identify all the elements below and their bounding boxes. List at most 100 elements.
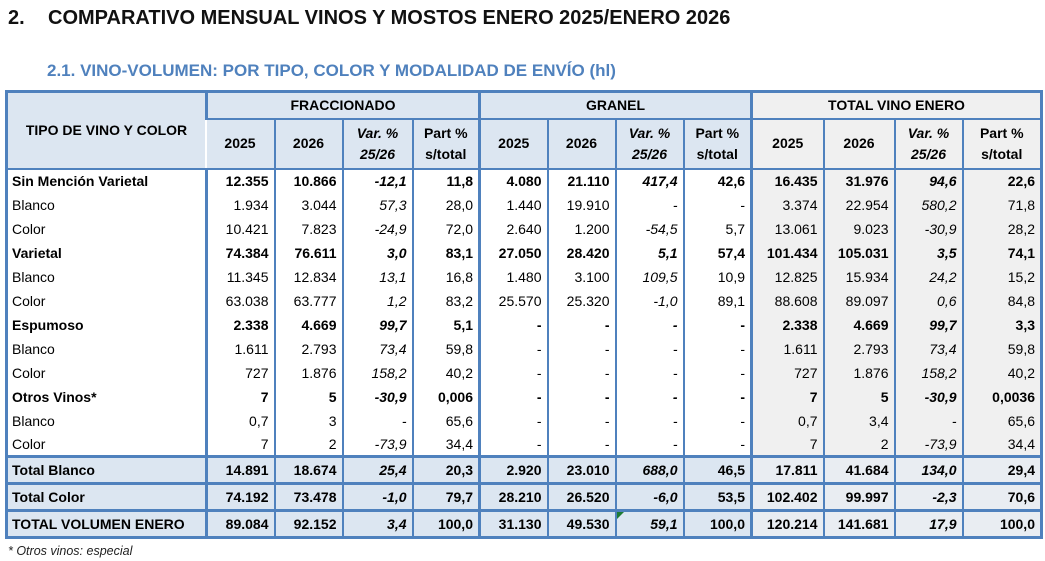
- cell-granel-col3: 42,6: [682, 168, 752, 193]
- cell-total-col2: -2,3: [893, 482, 963, 511]
- row-label: Blanco: [6, 264, 207, 289]
- cell-total-col2: -30,9: [893, 216, 963, 241]
- cell-total-col1: 41.684: [822, 455, 895, 484]
- subsection-title: 2.1. VINO-VOLUMEN: POR TIPO, COLOR Y MOD…: [47, 61, 616, 80]
- cell-fraccionado-col1: 3.044: [273, 192, 343, 217]
- cell-granel-col2: 5,1: [614, 240, 684, 265]
- cell-total-col1: 105.031: [822, 240, 895, 265]
- cell-fraccionado-col0: 1.611: [205, 336, 275, 361]
- cell-total-col3: 65,6: [961, 408, 1042, 433]
- cell-granel-col2: -6,0: [614, 482, 684, 511]
- table-row: Color 7 2 -73,9 34,4- - - -7 2 -73,9 34,4: [6, 432, 1042, 457]
- cell-fraccionado-col1: 7.823: [273, 216, 343, 241]
- cell-granel-col2: 688,0: [614, 455, 684, 484]
- row-label: Espumoso: [6, 312, 207, 337]
- cell-fraccionado-col0: 10.421: [205, 216, 275, 241]
- cell-total-col0: 727: [750, 360, 824, 385]
- cell-fraccionado-col2: 3,4: [341, 509, 413, 538]
- cell-total-col1: 4.669: [822, 312, 895, 337]
- wine-volume-table: TIPO DE VINO Y COLOR FRACCIONADO GRANEL TOT…: [5, 90, 1043, 539]
- cell-granel-col0: 31.130: [478, 509, 548, 538]
- col-header-granel-1: 2026: [546, 118, 616, 170]
- table-row: Total Blanco 14.891 18.674 25,4 20,3 2.920 23.…: [6, 455, 1042, 484]
- cell-granel-col2: -: [614, 408, 684, 433]
- cell-granel-col0: 1.440: [478, 192, 548, 217]
- cell-granel-col2: 109,5: [614, 264, 684, 289]
- table-body: Sin Mención Varietal 12.355 10.866 -12,1 11,…: [6, 168, 1042, 538]
- cell-total-col0: 102.402: [750, 482, 824, 511]
- cell-total-col0: 2.338: [750, 312, 824, 337]
- cell-granel-col1: -: [546, 312, 616, 337]
- cell-total-col3: 84,8: [961, 288, 1042, 313]
- cell-granel-col1: -: [546, 432, 616, 457]
- cell-total-col1: 5: [822, 384, 895, 409]
- cell-total-col0: 16.435: [750, 168, 824, 193]
- cell-total-col0: 120.214: [750, 509, 824, 538]
- cell-fraccionado-col1: 4.669: [273, 312, 343, 337]
- cell-granel-col2: -: [614, 312, 684, 337]
- cell-fraccionado-col3: 59,8: [411, 336, 480, 361]
- cell-granel-col0: 27.050: [478, 240, 548, 265]
- cell-fraccionado-col3: 16,8: [411, 264, 480, 289]
- cell-total-col0: 12.825: [750, 264, 824, 289]
- cell-granel-col2: -: [614, 384, 684, 409]
- cell-granel-col0: -: [478, 408, 548, 433]
- row-label: Color: [6, 288, 207, 313]
- cell-fraccionado-col3: 79,7: [411, 482, 480, 511]
- cell-fraccionado-col3: 5,1: [411, 312, 480, 337]
- cell-fraccionado-col2: -30,9: [341, 384, 413, 409]
- cell-total-col1: 3,4: [822, 408, 895, 433]
- cell-granel-col3: -: [682, 384, 752, 409]
- cell-total-col0: 101.434: [750, 240, 824, 265]
- table-row: Varietal 74.384 76.611 3,0 83,1 27.050 28.420 5…: [6, 240, 1042, 265]
- cell-fraccionado-col2: 99,7: [341, 312, 413, 337]
- cell-granel-col3: 46,5: [682, 455, 752, 484]
- row-label: Varietal: [6, 240, 207, 265]
- col-header-total-1: 2026: [822, 118, 895, 170]
- cell-granel-col1: 49.530: [546, 509, 616, 538]
- cell-fraccionado-col1: 92.152: [273, 509, 343, 538]
- cell-fraccionado-col1: 18.674: [273, 455, 343, 484]
- row-label: Color: [6, 216, 207, 241]
- cell-total-col1: 2: [822, 432, 895, 457]
- cell-granel-col3: -: [682, 360, 752, 385]
- cell-fraccionado-col3: 83,2: [411, 288, 480, 313]
- cell-fraccionado-col1: 10.866: [273, 168, 343, 193]
- row-label: Blanco: [6, 336, 207, 361]
- cell-granel-col1: 26.520: [546, 482, 616, 511]
- cell-total-col2: 73,4: [893, 336, 963, 361]
- cell-total-col3: 22,6: [961, 168, 1042, 193]
- table-header: TIPO DE VINO Y COLOR FRACCIONADO GRANEL TOT…: [6, 91, 1042, 170]
- cell-fraccionado-col3: 40,2: [411, 360, 480, 385]
- cell-granel-col1: 1.200: [546, 216, 616, 241]
- col-header-granel-2: Var. % 25/26: [614, 118, 684, 170]
- table-row: Total Color 74.192 73.478 -1,0 79,7 28.210 26.…: [6, 482, 1042, 511]
- cell-granel-col0: -: [478, 432, 548, 457]
- section-title: 2. COMPARATIVO MENSUAL VINOS Y MOSTOS ENE…: [8, 6, 1045, 30]
- cell-total-col2: 158,2: [893, 360, 963, 385]
- cell-fraccionado-col0: 11.345: [205, 264, 275, 289]
- cell-granel-col1: -: [546, 360, 616, 385]
- cell-total-col1: 31.976: [822, 168, 895, 193]
- cell-granel-col2: -54,5: [614, 216, 684, 241]
- cell-fraccionado-col2: 158,2: [341, 360, 413, 385]
- cell-granel-col0: 1.480: [478, 264, 548, 289]
- cell-total-col2: 134,0: [893, 455, 963, 484]
- col-header-total-3: Part % s/total: [961, 118, 1042, 170]
- cell-total-col2: -: [893, 408, 963, 433]
- cell-fraccionado-col1: 2: [273, 432, 343, 457]
- cell-fraccionado-col0: 14.891: [205, 455, 275, 484]
- row-label: TOTAL VOLUMEN ENERO: [6, 509, 207, 538]
- cell-fraccionado-col1: 73.478: [273, 482, 343, 511]
- cell-granel-col3: 5,7: [682, 216, 752, 241]
- cell-fraccionado-col1: 3: [273, 408, 343, 433]
- cell-granel-col0: 2.920: [478, 455, 548, 484]
- cell-fraccionado-col0: 12.355: [205, 168, 275, 193]
- group-header-fraccionado: FRACCIONADO: [205, 91, 480, 120]
- row-label: Otros Vinos*: [6, 384, 207, 409]
- cell-total-col2: -73,9: [893, 432, 963, 457]
- cell-fraccionado-col3: 20,3: [411, 455, 480, 484]
- cell-total-col1: 89.097: [822, 288, 895, 313]
- cell-total-col2: 24,2: [893, 264, 963, 289]
- cell-total-col0: 7: [750, 432, 824, 457]
